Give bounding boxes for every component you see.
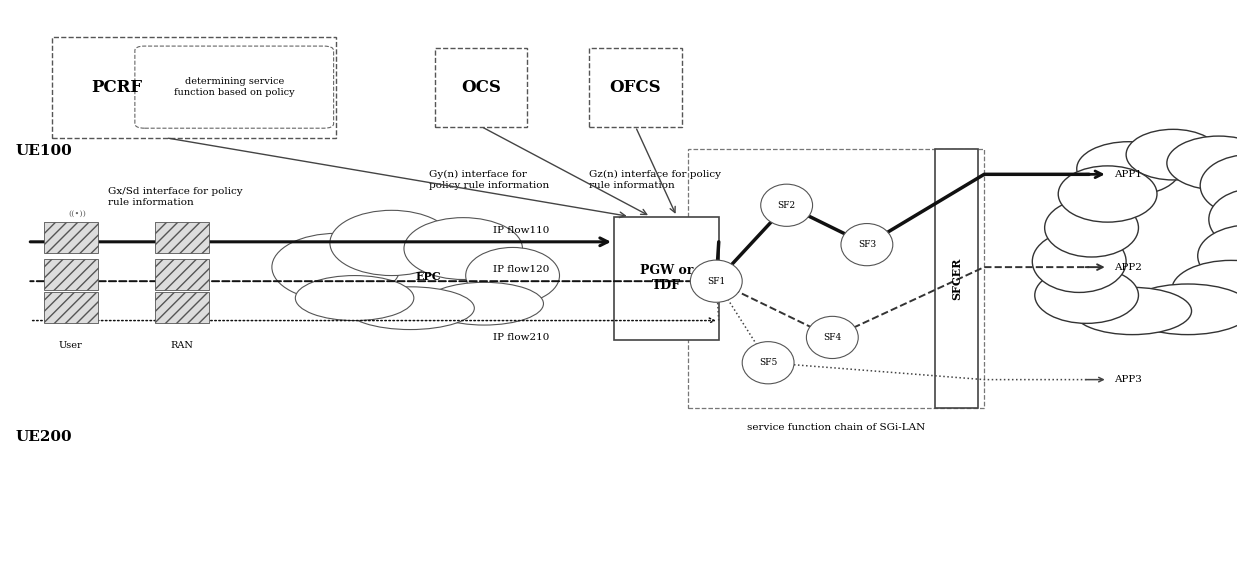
Ellipse shape bbox=[760, 184, 812, 227]
Ellipse shape bbox=[1200, 154, 1240, 216]
Ellipse shape bbox=[1033, 231, 1126, 293]
Text: OCS: OCS bbox=[461, 78, 501, 95]
Text: Gx/Sd interface for policy
rule information: Gx/Sd interface for policy rule informat… bbox=[108, 187, 242, 207]
Text: SFCER: SFCER bbox=[951, 257, 962, 299]
Ellipse shape bbox=[404, 218, 522, 279]
Text: PCRF: PCRF bbox=[92, 78, 143, 95]
Bar bbox=[52, 36, 336, 138]
Ellipse shape bbox=[806, 316, 858, 358]
Text: SF3: SF3 bbox=[858, 240, 875, 249]
Ellipse shape bbox=[1172, 260, 1240, 319]
Ellipse shape bbox=[1209, 189, 1240, 250]
Ellipse shape bbox=[1167, 136, 1240, 190]
Bar bbox=[155, 293, 208, 323]
Bar bbox=[43, 222, 98, 253]
Text: SF4: SF4 bbox=[823, 333, 842, 342]
Text: UE100: UE100 bbox=[15, 144, 72, 158]
Bar bbox=[688, 149, 985, 408]
Text: IP flow120: IP flow120 bbox=[494, 265, 549, 274]
Ellipse shape bbox=[272, 233, 401, 301]
Text: determining service
function based on policy: determining service function based on po… bbox=[174, 77, 295, 97]
Ellipse shape bbox=[691, 260, 743, 302]
Text: RAN: RAN bbox=[170, 341, 193, 350]
Text: Gz(n) interface for policy
rule information: Gz(n) interface for policy rule informat… bbox=[589, 170, 722, 190]
Ellipse shape bbox=[1123, 284, 1240, 335]
Bar bbox=[614, 216, 719, 340]
Ellipse shape bbox=[425, 282, 543, 325]
Text: APP2: APP2 bbox=[1114, 262, 1142, 272]
Text: SF5: SF5 bbox=[759, 358, 777, 367]
Ellipse shape bbox=[1058, 166, 1157, 222]
Bar bbox=[43, 293, 98, 323]
Bar bbox=[43, 258, 98, 290]
Text: ((•)): ((•)) bbox=[68, 210, 86, 218]
Bar bbox=[935, 149, 978, 408]
Text: UE200: UE200 bbox=[15, 431, 72, 445]
Text: IP flow110: IP flow110 bbox=[494, 226, 549, 235]
Text: Gy(n) interface for
policy rule information: Gy(n) interface for policy rule informat… bbox=[429, 170, 549, 190]
Ellipse shape bbox=[1126, 130, 1220, 180]
Text: IP flow210: IP flow210 bbox=[494, 333, 549, 342]
Bar bbox=[155, 258, 208, 290]
Ellipse shape bbox=[1198, 225, 1240, 287]
Text: EPC: EPC bbox=[415, 271, 441, 282]
Bar bbox=[435, 48, 527, 127]
Text: PGW or
TDF: PGW or TDF bbox=[640, 264, 693, 293]
Text: SF2: SF2 bbox=[777, 201, 796, 210]
Ellipse shape bbox=[1076, 141, 1180, 196]
Bar bbox=[155, 222, 208, 253]
FancyBboxPatch shape bbox=[135, 46, 334, 128]
Text: service function chain of SGi-LAN: service function chain of SGi-LAN bbox=[746, 423, 925, 432]
Ellipse shape bbox=[1034, 267, 1138, 323]
Text: User: User bbox=[58, 341, 83, 350]
Text: SF1: SF1 bbox=[707, 277, 725, 286]
Text: APP1: APP1 bbox=[1114, 170, 1142, 179]
Bar bbox=[589, 48, 682, 127]
Text: APP3: APP3 bbox=[1114, 375, 1142, 384]
Ellipse shape bbox=[841, 224, 893, 266]
Ellipse shape bbox=[743, 341, 794, 384]
Ellipse shape bbox=[346, 287, 475, 329]
Ellipse shape bbox=[466, 248, 559, 304]
Text: OFCS: OFCS bbox=[610, 78, 661, 95]
Ellipse shape bbox=[330, 210, 454, 275]
Ellipse shape bbox=[295, 275, 414, 320]
Ellipse shape bbox=[1044, 198, 1138, 257]
Ellipse shape bbox=[1073, 287, 1192, 335]
